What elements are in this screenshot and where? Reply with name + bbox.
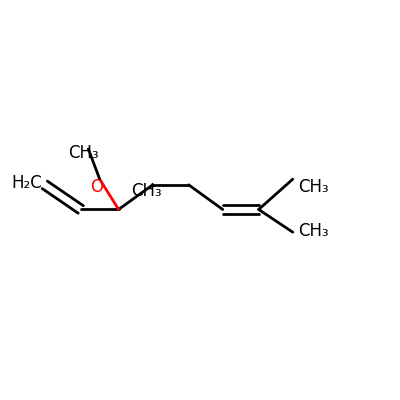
Text: O: O [90,178,104,196]
Text: H₂C: H₂C [11,174,42,192]
Text: CH₃: CH₃ [68,144,99,162]
Text: CH₃: CH₃ [298,178,328,196]
Text: CH₃: CH₃ [298,222,328,240]
Text: CH₃: CH₃ [131,182,162,200]
